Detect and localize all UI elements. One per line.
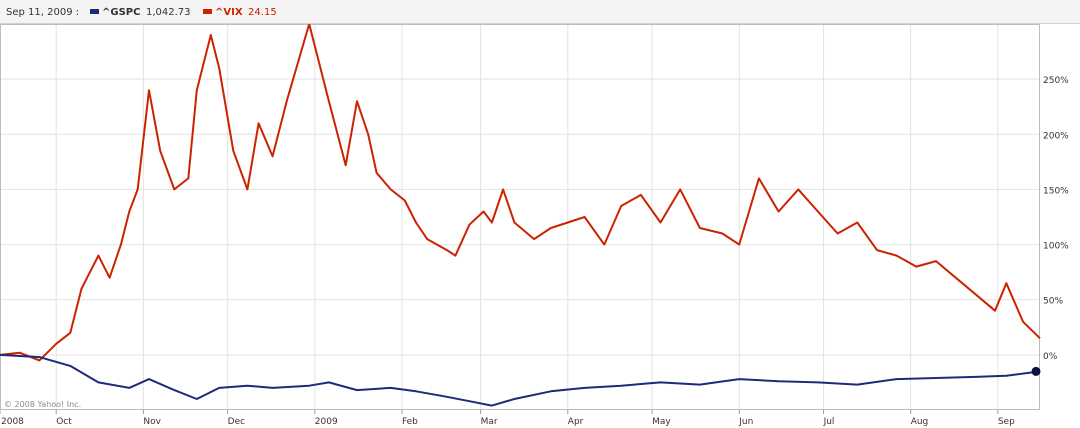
y-tick-label: 0% [1043, 352, 1058, 362]
x-axis-ticks: 2008 Oct Nov Dec 2009 Feb Mar Apr May Jun Jul Aug Se… [0, 410, 1015, 427]
plot-frame [0, 24, 1040, 410]
series-line-gspc [0, 353, 1041, 407]
x-tick-label: Oct [56, 417, 72, 427]
y-tick-label: 200% [1043, 131, 1069, 141]
legend-header: Sep 11, 2009 : ^GSPC 1,042.73 ^VIX 24.15 [0, 0, 1080, 24]
x-tick-label: Sep [998, 417, 1015, 427]
vix-swatch-icon [203, 8, 212, 14]
y-axis-ticks: 250% 200% 150% 100% 50% 0% [1043, 76, 1069, 362]
gspc-swatch-icon [90, 8, 99, 14]
x-tick-label: 2009 [315, 417, 338, 427]
y-tick-label: 100% [1043, 242, 1069, 252]
series-line-vix [0, 23, 1041, 362]
x-tick-label: Dec [228, 417, 245, 427]
copyright-text: © 2008 Yahoo! Inc. [4, 400, 81, 409]
legend-item-gspc[interactable]: ^GSPC 1,042.73 [90, 7, 190, 18]
vix-symbol: ^VIX [215, 7, 243, 18]
series-layer [0, 23, 1041, 407]
date-label: Sep 11, 2009 : [6, 7, 80, 18]
horizontal-grid [0, 78, 1040, 356]
y-tick-label: 150% [1043, 186, 1069, 196]
legend-item-vix[interactable]: ^VIX 24.15 [203, 7, 277, 18]
x-tick-label: Aug [911, 417, 929, 427]
gspc-value: 1,042.73 [145, 7, 191, 18]
gspc-end-marker[interactable] [1031, 366, 1041, 376]
y-tick-label: 250% [1043, 76, 1069, 86]
vix-value: 24.15 [248, 7, 277, 18]
x-tick-label: Nov [143, 417, 161, 427]
vertical-grid [0, 24, 999, 410]
gspc-symbol: ^GSPC [102, 7, 141, 18]
x-tick-label: 2008 [1, 417, 24, 427]
y-tick-label: 50% [1043, 297, 1063, 307]
x-tick-label: May [652, 417, 671, 427]
x-tick-label: Apr [568, 417, 584, 427]
x-tick-label: Jul [823, 417, 835, 427]
x-tick-label: Feb [402, 417, 418, 427]
x-tick-label: Jun [738, 417, 753, 427]
x-tick-label: Mar [481, 417, 498, 427]
